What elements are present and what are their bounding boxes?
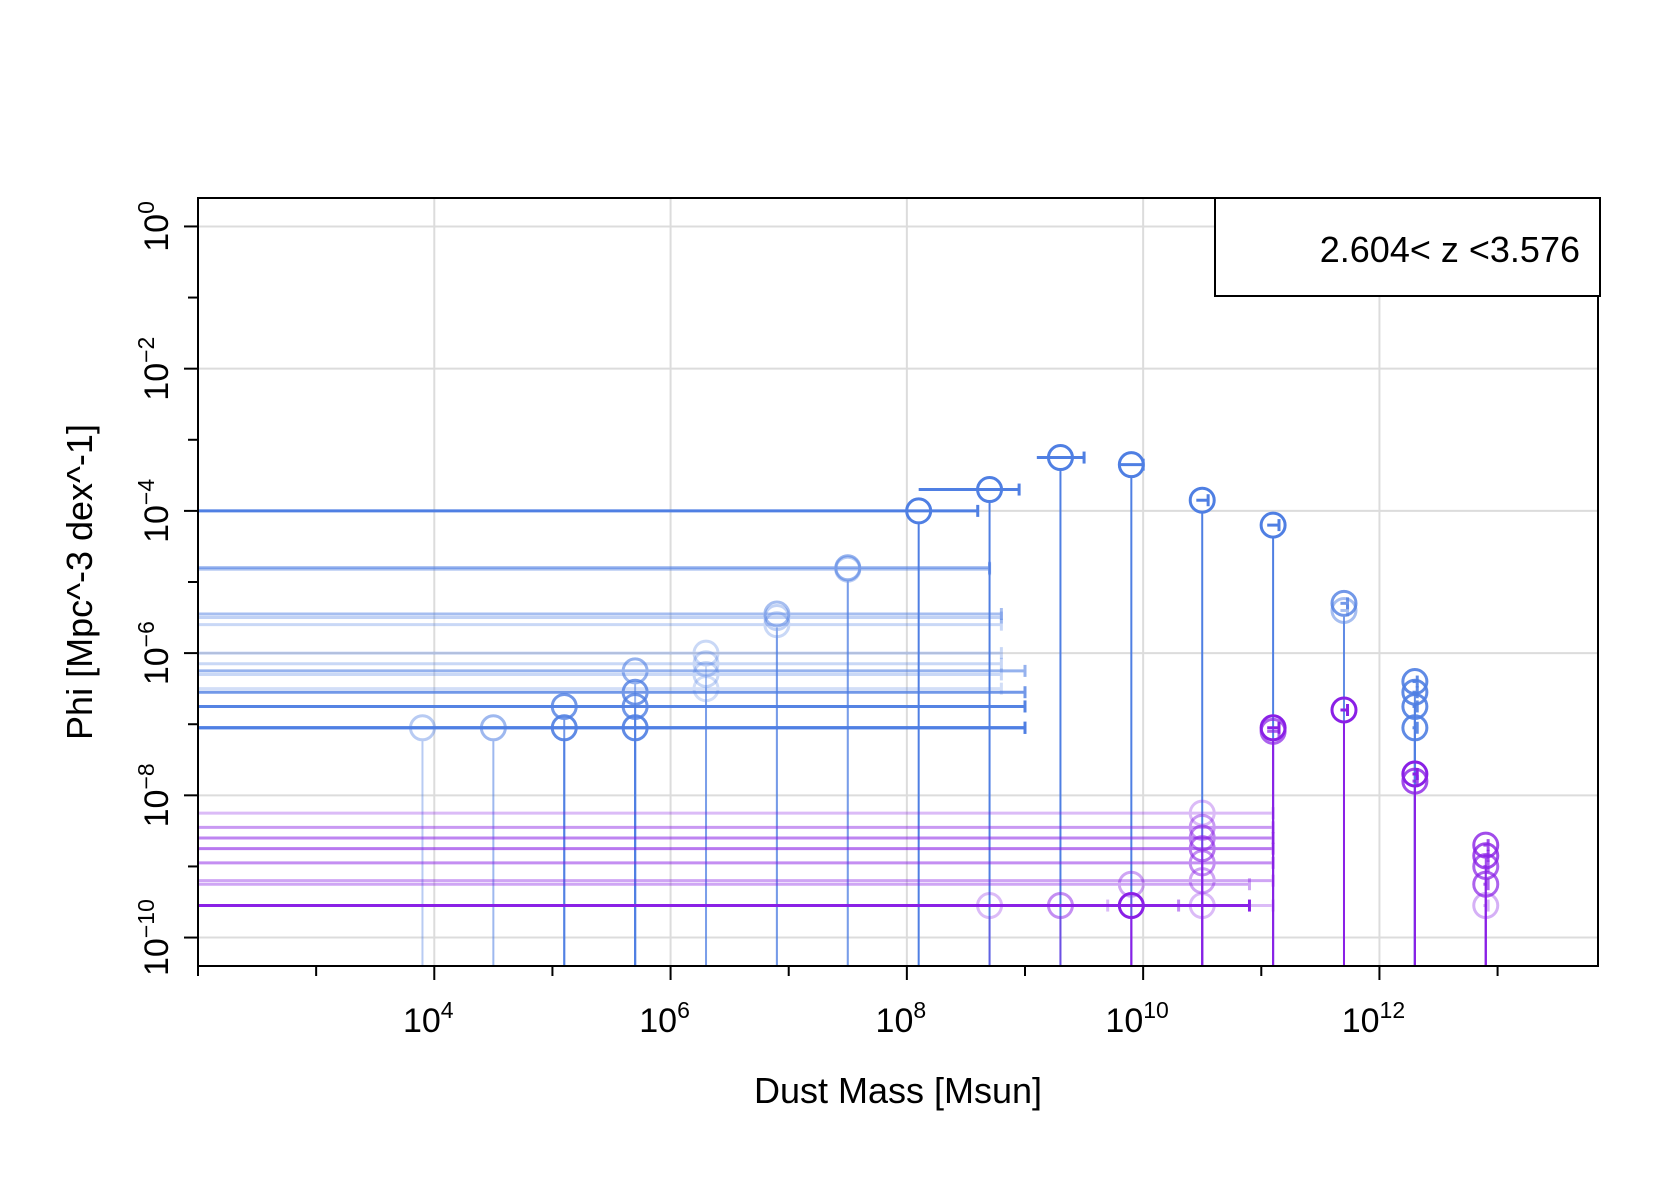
- y-tick-label: 10−2: [133, 337, 176, 401]
- point-marker: [1330, 696, 1358, 724]
- point-marker: [834, 555, 862, 583]
- data-point: [198, 892, 1110, 966]
- data-points: [198, 444, 1500, 966]
- y-tick-label: 10−10: [133, 899, 176, 976]
- data-point: [198, 660, 1003, 966]
- data-point: [198, 604, 1003, 966]
- x-tick-label: 104: [403, 997, 454, 1040]
- point-marker: [1188, 849, 1216, 877]
- point-marker: [692, 675, 720, 703]
- point-marker: [1401, 678, 1429, 706]
- data-point: [198, 692, 1027, 966]
- point-marker: [692, 639, 720, 667]
- point-marker: [621, 657, 649, 685]
- point-marker: [408, 714, 436, 742]
- legend-entry: 2.604< z <3.576: [1320, 229, 1580, 270]
- point-marker: [1259, 717, 1287, 745]
- data-point: [198, 639, 1003, 966]
- point-marker: [1117, 870, 1145, 898]
- x-tick-label: 1012: [1342, 997, 1405, 1040]
- point-marker: [1330, 589, 1358, 617]
- legend: 2.604< z <3.576: [1214, 197, 1601, 297]
- y-axis-title: Phi [Mpc^-3 dex^-1]: [59, 424, 100, 740]
- point-marker: [1188, 835, 1216, 863]
- point-marker: [834, 554, 862, 582]
- point-marker: [905, 497, 933, 525]
- point-marker: [692, 660, 720, 688]
- data-point: [198, 892, 1181, 966]
- grid-lines: [198, 198, 1598, 966]
- data-point: [198, 600, 1003, 966]
- point-marker: [1401, 692, 1429, 720]
- point-marker: [763, 611, 791, 639]
- data-point: [198, 650, 1003, 966]
- data-point: [1401, 767, 1429, 966]
- data-point: [198, 497, 980, 966]
- point-marker: [1330, 596, 1358, 624]
- legend-box: [1214, 197, 1601, 297]
- x-axis-title: Dust Mass [Msun]: [754, 1070, 1042, 1111]
- data-point: [198, 692, 1027, 966]
- x-tick-label: 1010: [1105, 997, 1168, 1040]
- x-tick-label: 108: [876, 997, 927, 1040]
- point-marker: [1046, 892, 1074, 920]
- point-marker: [976, 476, 1004, 504]
- point-marker: [1259, 511, 1287, 539]
- data-point: [198, 714, 1027, 966]
- point-marker: [1401, 760, 1429, 788]
- plot-frame: [197, 197, 1599, 967]
- x-tick-label: 106: [639, 997, 690, 1040]
- point-marker: [550, 692, 578, 720]
- point-marker: [692, 650, 720, 678]
- point-marker: [1401, 767, 1429, 795]
- data-point: [1472, 892, 1500, 966]
- point-marker: [763, 604, 791, 632]
- point-marker: [1472, 892, 1500, 920]
- point-marker: [976, 892, 1004, 920]
- data-point: [198, 870, 1251, 966]
- point-marker: [1472, 870, 1500, 898]
- y-tick-label: 10−4: [133, 479, 176, 543]
- data-point: [198, 849, 1275, 966]
- point-marker: [1401, 714, 1429, 742]
- data-point: [198, 714, 1027, 966]
- point-marker: [1046, 444, 1074, 472]
- point-marker: [621, 678, 649, 706]
- data-point: [198, 554, 992, 966]
- data-point: [1330, 696, 1358, 966]
- y-tick-label: 10−8: [133, 763, 176, 827]
- point-marker: [1472, 852, 1500, 880]
- point-marker: [1117, 451, 1145, 479]
- point-marker: [763, 600, 791, 628]
- point-marker: [1188, 486, 1216, 514]
- axes: 104 106 108 1010 1012 100 10−2 10−4 10−6 10−8 10−1…: [133, 201, 1499, 1040]
- point-marker: [1188, 867, 1216, 895]
- data-point: [918, 476, 1021, 966]
- data-point: [1472, 870, 1500, 966]
- data-point: [1036, 444, 1086, 966]
- y-tick-label: 100: [133, 201, 176, 252]
- point-marker: [479, 714, 507, 742]
- data-point: [198, 555, 992, 966]
- y-tick-label: 10−6: [133, 621, 176, 685]
